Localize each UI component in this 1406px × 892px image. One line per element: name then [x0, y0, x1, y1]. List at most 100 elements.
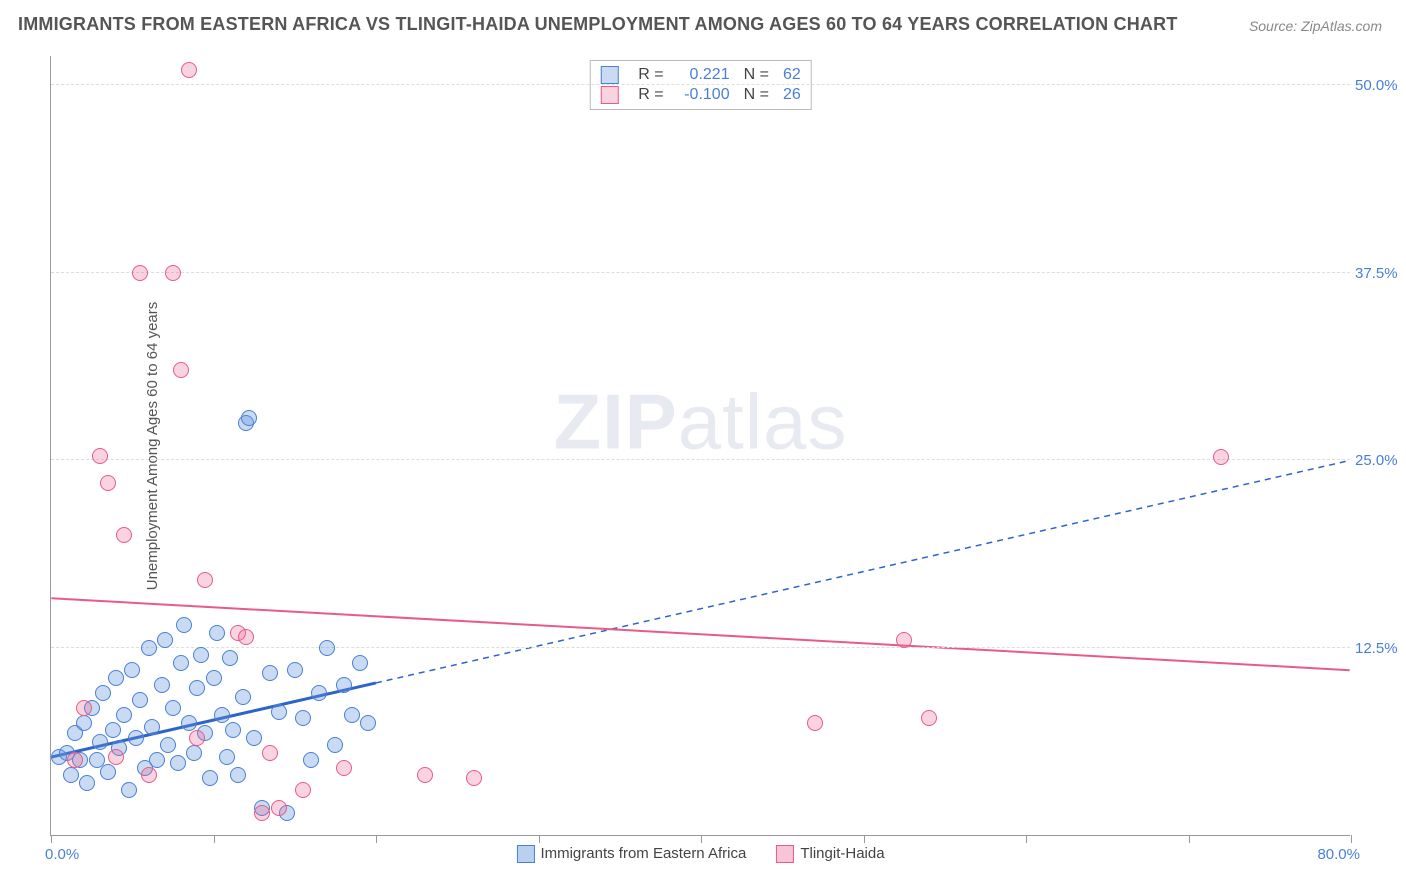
scatter-point	[76, 715, 92, 731]
scatter-point	[202, 770, 218, 786]
scatter-point	[176, 617, 192, 633]
correlation-chart: IMMIGRANTS FROM EASTERN AFRICA VS TLINGI…	[0, 0, 1406, 892]
scatter-point	[79, 775, 95, 791]
watermark-thin: atlas	[678, 378, 848, 466]
legend-swatch	[600, 86, 618, 104]
scatter-point	[327, 737, 343, 753]
x-tick	[1026, 835, 1027, 843]
scatter-point	[116, 527, 132, 543]
scatter-point	[108, 670, 124, 686]
scatter-point	[76, 700, 92, 716]
scatter-point	[154, 677, 170, 693]
scatter-point	[181, 715, 197, 731]
x-tick	[1189, 835, 1190, 843]
scatter-point	[344, 707, 360, 723]
scatter-point	[222, 650, 238, 666]
x-tick	[51, 835, 52, 843]
scatter-point	[108, 749, 124, 765]
scatter-point	[295, 782, 311, 798]
scatter-point	[128, 730, 144, 746]
scatter-point	[1213, 449, 1229, 465]
x-tick	[214, 835, 215, 843]
scatter-point	[206, 670, 222, 686]
scatter-point	[219, 749, 235, 765]
x-tick	[701, 835, 702, 843]
scatter-point	[132, 692, 148, 708]
scatter-point	[141, 640, 157, 656]
scatter-point	[319, 640, 335, 656]
y-tick-label: 25.0%	[1355, 452, 1406, 469]
watermark: ZIPatlas	[553, 377, 847, 468]
x-tick-left: 0.0%	[45, 846, 79, 863]
chart-source: Source: ZipAtlas.com	[1249, 18, 1382, 34]
plot-area: ZIPatlas R =0.221N =62R =-0.100N =26 0.0…	[50, 56, 1350, 836]
scatter-point	[165, 265, 181, 281]
scatter-point	[189, 680, 205, 696]
scatter-point	[173, 655, 189, 671]
scatter-point	[235, 689, 251, 705]
scatter-point	[193, 647, 209, 663]
scatter-point	[92, 448, 108, 464]
x-tick-right: 80.0%	[1317, 846, 1360, 863]
scatter-point	[95, 685, 111, 701]
x-tick	[864, 835, 865, 843]
scatter-point	[165, 700, 181, 716]
y-tick-label: 12.5%	[1355, 640, 1406, 657]
scatter-point	[352, 655, 368, 671]
scatter-point	[100, 764, 116, 780]
trend-line-dashed	[376, 460, 1350, 682]
scatter-point	[241, 410, 257, 426]
scatter-point	[303, 752, 319, 768]
scatter-point	[105, 722, 121, 738]
watermark-bold: ZIP	[553, 378, 677, 466]
legend-swatch	[600, 66, 618, 84]
scatter-point	[67, 752, 83, 768]
legend-item: Tlingit-Haida	[776, 845, 884, 863]
scatter-point	[896, 632, 912, 648]
r-value: 0.221	[678, 66, 730, 84]
legend-item: Immigrants from Eastern Africa	[516, 845, 746, 863]
scatter-point	[466, 770, 482, 786]
scatter-point	[63, 767, 79, 783]
scatter-point	[181, 62, 197, 78]
r-label: R =	[638, 66, 663, 84]
scatter-point	[173, 362, 189, 378]
r-value: -0.100	[678, 86, 730, 104]
chart-title: IMMIGRANTS FROM EASTERN AFRICA VS TLINGI…	[18, 14, 1178, 35]
scatter-point	[144, 719, 160, 735]
scatter-point	[157, 632, 173, 648]
scatter-point	[225, 722, 241, 738]
x-tick	[539, 835, 540, 843]
scatter-point	[262, 665, 278, 681]
scatter-point	[271, 704, 287, 720]
series-legend: Immigrants from Eastern Africa Tlingit-Ha…	[516, 845, 884, 863]
stats-legend: R =0.221N =62R =-0.100N =26	[589, 60, 811, 110]
grid-line	[51, 84, 1350, 85]
n-label: N =	[744, 66, 769, 84]
scatter-point	[311, 685, 327, 701]
scatter-point	[149, 752, 165, 768]
scatter-point	[189, 730, 205, 746]
stats-legend-row: R =0.221N =62	[600, 65, 800, 85]
trend-lines	[51, 56, 1350, 835]
scatter-point	[92, 734, 108, 750]
y-tick-label: 50.0%	[1355, 77, 1406, 94]
r-label: R =	[638, 86, 663, 104]
legend-label: Immigrants from Eastern Africa	[540, 845, 746, 862]
scatter-point	[271, 800, 287, 816]
stats-legend-row: R =-0.100N =26	[600, 85, 800, 105]
scatter-point	[254, 805, 270, 821]
scatter-point	[336, 677, 352, 693]
legend-label: Tlingit-Haida	[800, 845, 884, 862]
grid-line	[51, 459, 1350, 460]
scatter-point	[214, 707, 230, 723]
scatter-point	[921, 710, 937, 726]
scatter-point	[262, 745, 278, 761]
legend-swatch	[776, 845, 794, 863]
scatter-point	[360, 715, 376, 731]
n-label: N =	[744, 86, 769, 104]
y-tick-label: 37.5%	[1355, 265, 1406, 282]
scatter-point	[197, 572, 213, 588]
scatter-point	[209, 625, 225, 641]
scatter-point	[116, 707, 132, 723]
